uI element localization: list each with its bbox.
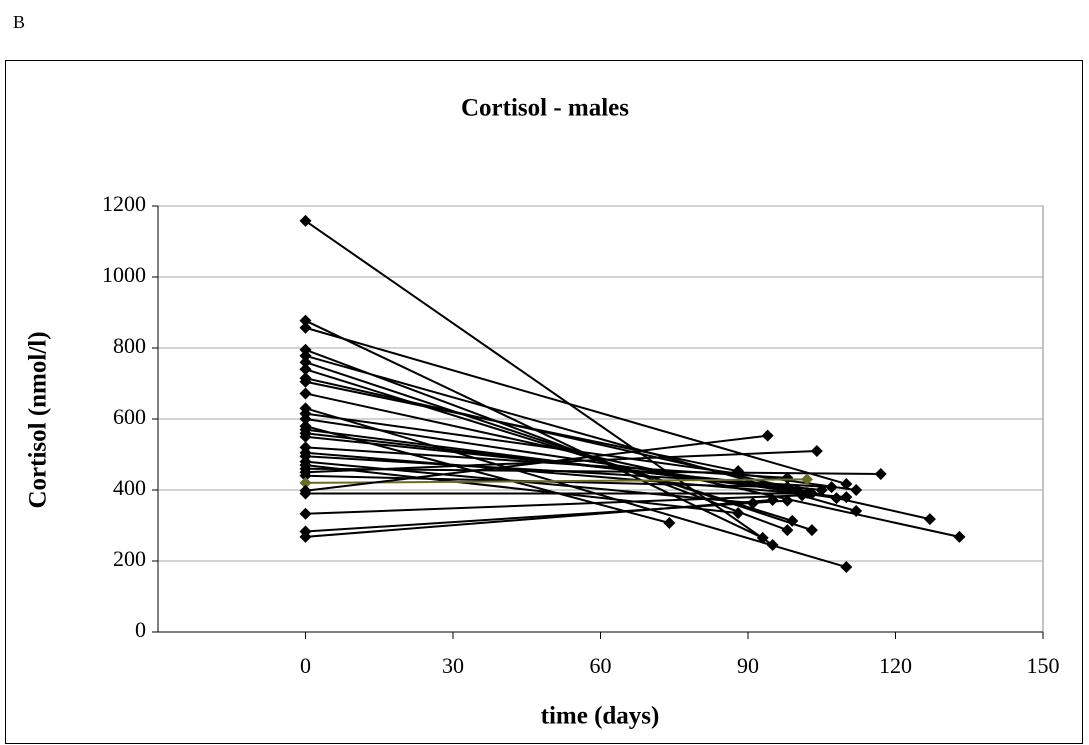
series-line bbox=[305, 368, 793, 522]
chart-frame bbox=[5, 60, 1083, 744]
point-marker bbox=[923, 513, 936, 526]
point-marker bbox=[299, 214, 312, 227]
point-marker bbox=[299, 314, 312, 327]
point-marker bbox=[299, 375, 312, 388]
point-marker bbox=[299, 487, 312, 500]
point-marker bbox=[663, 517, 676, 530]
panel-label: B bbox=[13, 12, 25, 32]
series-line bbox=[305, 392, 960, 538]
series-line bbox=[305, 449, 817, 474]
point-marker bbox=[850, 484, 863, 496]
point-marker bbox=[299, 363, 312, 376]
point-marker bbox=[953, 530, 966, 543]
x-tick-label: 30 bbox=[442, 653, 464, 678]
point-marker bbox=[840, 477, 853, 490]
series-line bbox=[305, 467, 881, 476]
point-marker bbox=[299, 413, 312, 425]
x-tick-label: 150 bbox=[1027, 653, 1060, 678]
series-line bbox=[305, 464, 739, 515]
y-tick-label: 1200 bbox=[102, 191, 146, 216]
point-marker bbox=[810, 444, 823, 457]
point-marker bbox=[796, 489, 809, 502]
x-tick-label: 0 bbox=[300, 653, 311, 678]
point-marker bbox=[840, 561, 853, 574]
x-tick-label: 60 bbox=[590, 653, 612, 678]
series-line bbox=[305, 326, 847, 485]
y-tick-label: 400 bbox=[113, 475, 146, 500]
y-tick-label: 600 bbox=[113, 404, 146, 429]
y-axis-label: Cortisol (nmol/l) bbox=[25, 331, 52, 508]
point-marker bbox=[781, 471, 794, 484]
point-marker bbox=[299, 321, 312, 334]
point-marker bbox=[781, 481, 794, 494]
point-marker bbox=[299, 387, 312, 400]
point-marker bbox=[299, 530, 312, 543]
point-marker bbox=[299, 507, 312, 520]
y-tick-label: 200 bbox=[113, 546, 146, 571]
point-marker bbox=[781, 524, 794, 537]
point-marker bbox=[761, 429, 774, 442]
x-tick-label: 120 bbox=[879, 653, 912, 678]
point-marker bbox=[786, 514, 799, 527]
x-tick-label: 90 bbox=[737, 653, 759, 678]
point-marker bbox=[781, 494, 794, 507]
point-marker bbox=[299, 430, 312, 443]
chart-title: Cortisol - males bbox=[461, 95, 629, 122]
point-marker bbox=[825, 481, 838, 494]
point-marker bbox=[805, 487, 818, 500]
series-line bbox=[305, 494, 803, 515]
series-line bbox=[305, 478, 808, 484]
point-marker bbox=[299, 349, 312, 362]
series-line bbox=[305, 354, 857, 512]
y-tick-label: 800 bbox=[113, 333, 146, 358]
point-marker bbox=[805, 524, 818, 537]
point-marker bbox=[299, 356, 312, 369]
point-marker bbox=[874, 468, 887, 481]
series-line bbox=[305, 451, 847, 499]
y-tick-label: 1000 bbox=[102, 262, 146, 287]
y-tick-label: 0 bbox=[135, 617, 146, 642]
series-line bbox=[305, 361, 813, 532]
point-marker bbox=[299, 476, 312, 489]
point-marker bbox=[299, 343, 312, 356]
point-marker bbox=[766, 493, 779, 506]
series-line bbox=[305, 434, 768, 492]
x-axis-label: time (days) bbox=[541, 703, 660, 730]
point-marker bbox=[732, 507, 745, 520]
point-marker bbox=[840, 491, 853, 504]
point-marker bbox=[830, 492, 843, 505]
point-marker bbox=[299, 469, 312, 482]
series-line bbox=[305, 498, 773, 538]
point-marker bbox=[801, 473, 813, 486]
series-line bbox=[304, 220, 774, 546]
series-line bbox=[305, 348, 788, 532]
